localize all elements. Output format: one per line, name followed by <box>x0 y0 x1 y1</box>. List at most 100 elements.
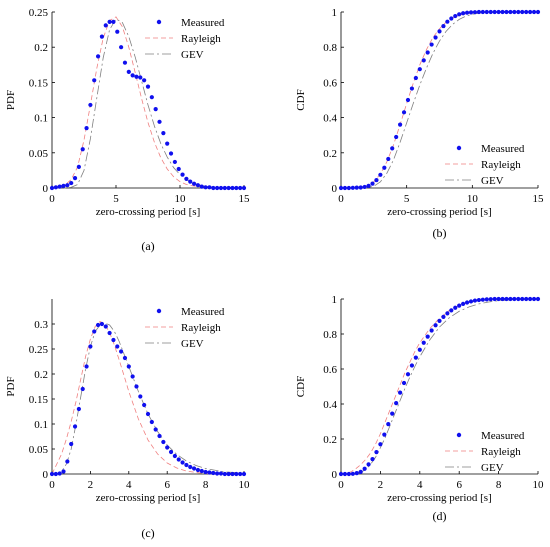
data-point <box>188 179 193 184</box>
data-point <box>472 10 478 15</box>
data-point <box>488 297 493 302</box>
data-point <box>165 141 170 146</box>
legend-label-gev: GEV <box>481 462 504 474</box>
data-point <box>203 185 208 190</box>
data-point <box>226 471 231 477</box>
data-point <box>172 159 177 165</box>
data-point <box>445 311 450 316</box>
data-point <box>354 185 359 190</box>
y-tick-label: 1 <box>332 7 338 19</box>
data-point <box>130 73 135 78</box>
data-point <box>176 166 181 172</box>
y-tick-label: 0.6 <box>323 364 337 376</box>
data-point <box>362 184 367 190</box>
data-point <box>484 9 489 15</box>
data-point <box>401 380 407 386</box>
data-point <box>161 439 166 445</box>
data-point <box>145 411 151 417</box>
y-tick-label: 0 <box>43 183 49 195</box>
legend-marker-measured <box>456 145 462 151</box>
y-tick-label: 0.6 <box>323 77 337 89</box>
data-point <box>65 459 70 464</box>
data-point <box>203 469 208 475</box>
data-point <box>520 9 525 15</box>
data-point <box>149 419 154 425</box>
data-point <box>390 411 395 416</box>
data-point <box>211 185 216 191</box>
data-point <box>49 185 55 191</box>
y-axis-label: PDF <box>5 90 17 110</box>
data-point <box>218 185 224 191</box>
x-tick-label: 4 <box>417 479 423 491</box>
data-point <box>234 471 239 477</box>
data-point <box>184 462 189 468</box>
data-point <box>61 469 66 474</box>
data-point <box>122 355 128 361</box>
data-point <box>413 355 418 360</box>
data-point <box>350 471 355 476</box>
data-point <box>394 134 399 140</box>
data-point <box>188 464 193 470</box>
data-point <box>425 50 430 55</box>
data-point <box>413 75 418 81</box>
data-point <box>421 340 426 345</box>
data-point <box>461 11 466 16</box>
data-point <box>95 54 101 59</box>
data-point <box>480 297 485 302</box>
y-tick-label: 0.15 <box>29 394 49 406</box>
measured-series <box>338 296 541 477</box>
data-point <box>464 10 470 15</box>
legend-label-rayleigh: Rayleigh <box>481 446 521 458</box>
x-tick-label: 0 <box>338 479 344 491</box>
legend: Measured Rayleigh GEV <box>145 306 225 350</box>
data-point <box>370 181 375 186</box>
legend-marker-measured <box>456 432 462 438</box>
data-point <box>378 442 383 447</box>
data-point <box>142 78 147 83</box>
data-point <box>184 176 189 181</box>
data-point <box>504 296 509 302</box>
x-tick-label: 2 <box>378 479 384 491</box>
data-point <box>80 386 85 392</box>
data-point <box>433 323 438 328</box>
data-point <box>342 471 348 477</box>
data-point <box>350 185 355 190</box>
data-point <box>230 185 235 191</box>
data-point <box>145 84 151 89</box>
legend-label-measured: Measured <box>481 430 525 442</box>
data-point <box>165 445 170 450</box>
rayleigh-line <box>51 321 244 475</box>
data-point <box>84 126 89 131</box>
data-point <box>520 296 525 302</box>
y-tick-label: 0.2 <box>34 42 48 54</box>
data-point <box>111 337 116 343</box>
measured-series <box>338 9 541 191</box>
x-axis-label: zero-crossing period [s] <box>96 206 200 218</box>
data-point <box>57 471 62 476</box>
data-point <box>115 29 120 34</box>
legend-label-gev: GEV <box>481 175 504 187</box>
data-point <box>153 427 158 432</box>
data-point <box>441 23 446 29</box>
data-point <box>88 344 93 349</box>
data-point <box>480 9 485 15</box>
data-point <box>461 301 466 306</box>
data-point <box>338 471 344 477</box>
data-point <box>374 177 379 183</box>
data-point <box>417 67 422 72</box>
data-point <box>76 164 81 169</box>
data-point <box>138 75 143 80</box>
data-point <box>429 328 434 333</box>
data-point <box>191 466 197 471</box>
data-point <box>453 305 458 310</box>
data-point <box>512 9 517 15</box>
data-point <box>516 9 521 15</box>
x-tick-label: 10 <box>175 193 187 205</box>
chart-panel-c: 0 2 4 6 8 10 0 0.05 0.1 0.15 0.2 0.25 0.3 zero-crossi… <box>5 299 250 540</box>
data-point <box>405 372 411 377</box>
y-tick-label: 0.2 <box>323 148 337 160</box>
data-point <box>421 58 426 63</box>
data-point <box>211 470 216 476</box>
y-tick-label: 0.1 <box>34 419 48 431</box>
data-point <box>161 130 166 136</box>
